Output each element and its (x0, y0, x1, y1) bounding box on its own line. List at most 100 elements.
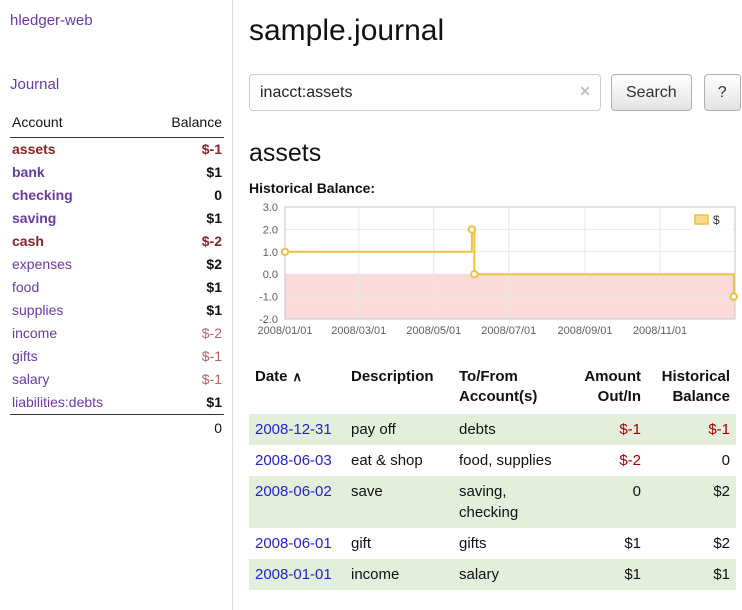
register-header-date[interactable]: Date ∧ (249, 363, 345, 414)
account-balance: $1 (206, 164, 222, 180)
account-link[interactable]: saving (12, 210, 57, 226)
svg-text:2008/03/01: 2008/03/01 (331, 325, 386, 337)
account-link[interactable]: expenses (12, 256, 72, 272)
transaction-description: gift (351, 534, 372, 552)
account-row: liabilities:debts $1 (10, 391, 224, 415)
account-row: saving $1 (10, 207, 224, 230)
transaction-date-cell: 2008-12-31 (249, 414, 345, 445)
transaction-balance: $-1 (708, 420, 730, 438)
account-balance: $2 (206, 256, 222, 272)
account-balance: $-1 (201, 371, 222, 387)
page-title: sample.journal (249, 14, 445, 47)
account-link[interactable]: assets (12, 141, 56, 157)
account-name-cell: liabilities:debts (10, 391, 146, 415)
account-name-cell: income (10, 322, 146, 345)
accounts-header-balance: Balance (145, 110, 224, 138)
svg-text:2008/07/01: 2008/07/01 (481, 325, 536, 337)
account-link[interactable]: gifts (12, 348, 38, 364)
account-link[interactable]: food (12, 279, 40, 295)
svg-text:1.0: 1.0 (263, 247, 278, 259)
sidebar-nav: Journal (10, 76, 224, 94)
transaction-accounts: saving, checking (459, 482, 519, 521)
account-link[interactable]: supplies (12, 302, 64, 318)
transaction-description: pay off (351, 420, 396, 438)
sort-ascending-icon: ∧ (292, 369, 303, 384)
transaction-amount: $1 (624, 534, 641, 552)
transaction-accounts: salary (459, 565, 500, 583)
account-link[interactable]: liabilities:debts (12, 394, 104, 410)
clear-search-icon[interactable]: ✕ (579, 83, 591, 99)
account-link[interactable]: cash (12, 233, 44, 249)
svg-text:3.0: 3.0 (263, 202, 278, 214)
register-header-description: Description (351, 368, 434, 385)
register-header-row: Date ∧ Description To/From Account(s) Amo… (249, 363, 736, 414)
account-name-cell: gifts (10, 345, 146, 368)
account-row: cash $-2 (10, 230, 224, 253)
brand: hledger-web (10, 12, 224, 30)
account-link[interactable]: salary (12, 371, 50, 387)
journal-link[interactable]: Journal (10, 76, 60, 93)
account-name-cell: checking (10, 184, 146, 207)
transaction-date-link[interactable]: 2008-06-03 (255, 451, 332, 469)
account-heading: assets (249, 139, 322, 167)
account-balance: $-2 (201, 233, 222, 249)
transaction-amount: $-1 (619, 420, 641, 438)
app-title-link[interactable]: hledger-web (10, 12, 93, 29)
transaction-accounts: gifts (459, 534, 487, 552)
transaction-date-link[interactable]: 2008-01-01 (255, 565, 332, 583)
transaction-balance: 0 (721, 451, 730, 469)
account-link[interactable]: income (12, 325, 58, 341)
transaction-accounts: debts (459, 420, 496, 438)
account-balance: $1 (206, 279, 222, 295)
account-balance: $-1 (201, 141, 222, 157)
account-name-cell: bank (10, 161, 146, 184)
account-name-cell: saving (10, 207, 146, 230)
register-row: 2008-06-03 eat & shop food, supplies $-2 0 (249, 445, 736, 476)
account-row: food $1 (10, 276, 224, 299)
help-button[interactable]: ? (703, 74, 741, 111)
transaction-amount: $1 (624, 565, 641, 583)
register-header-amount: Amount Out/In (584, 368, 641, 406)
account-link[interactable]: checking (12, 187, 73, 203)
svg-text:2008/11/01: 2008/11/01 (633, 325, 687, 337)
transaction-balance: $1 (713, 565, 730, 583)
transaction-description: eat & shop (351, 451, 423, 469)
account-balance: $1 (206, 302, 222, 318)
account-name-cell: salary (10, 368, 146, 391)
svg-text:-1.0: -1.0 (259, 292, 278, 304)
svg-text:0.0: 0.0 (263, 269, 278, 281)
search-input[interactable] (249, 74, 601, 111)
transaction-date-link[interactable]: 2008-06-02 (255, 482, 332, 500)
register-header-date-label: Date (255, 368, 288, 385)
transaction-date-cell: 2008-01-01 (249, 559, 345, 590)
transaction-date-link[interactable]: 2008-12-31 (255, 420, 332, 438)
account-link[interactable]: bank (12, 164, 45, 180)
transaction-amount: 0 (632, 482, 641, 500)
account-row: supplies $1 (10, 299, 224, 322)
svg-text:2008/09/01: 2008/09/01 (557, 325, 612, 337)
register-header-balance: Historical Balance (661, 368, 730, 406)
account-name-cell: assets (10, 138, 146, 162)
register-row: 2008-12-31 pay off debts $-1 $-1 (249, 413, 736, 445)
main-content: sample.journal ✕ Search ? assets Histori… (233, 0, 742, 610)
search-button[interactable]: Search (611, 74, 692, 111)
account-balance: 0 (214, 187, 222, 203)
transaction-date-link[interactable]: 2008-06-01 (255, 534, 332, 552)
accounts-total-spacer (10, 414, 146, 440)
svg-text:2008/05/01: 2008/05/01 (406, 325, 461, 337)
accounts-total-balance: 0 (145, 414, 224, 440)
transaction-accounts: food, supplies (459, 451, 552, 469)
account-row: assets $-1 (10, 138, 224, 162)
search-form: ✕ Search ? (249, 74, 741, 111)
account-row: income $-2 (10, 322, 224, 345)
register-table: Date ∧ Description To/From Account(s) Amo… (249, 363, 736, 590)
register-row: 2008-01-01 income salary $1 $1 (249, 558, 736, 590)
transaction-balance: $2 (713, 482, 730, 500)
register-row: 2008-06-01 gift gifts $1 $2 (249, 528, 736, 559)
transaction-balance: $2 (713, 534, 730, 552)
transaction-amount: $-2 (619, 451, 641, 469)
account-row: bank $1 (10, 161, 224, 184)
svg-text:-2.0: -2.0 (259, 314, 278, 326)
